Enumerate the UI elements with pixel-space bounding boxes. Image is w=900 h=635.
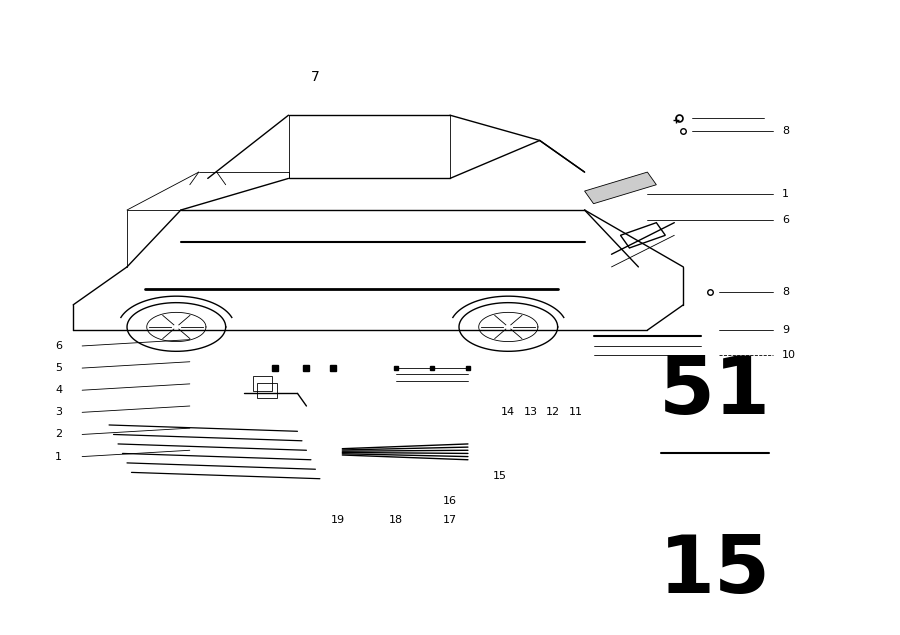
Text: 16: 16 (443, 496, 457, 506)
Text: 6: 6 (55, 341, 62, 351)
Bar (253, 377, 273, 391)
Text: 14: 14 (501, 407, 516, 417)
Text: 10: 10 (782, 351, 796, 361)
Bar (257, 383, 277, 398)
Polygon shape (585, 172, 656, 204)
Text: 2: 2 (55, 429, 62, 439)
Text: 7: 7 (310, 70, 320, 84)
Text: 15: 15 (492, 471, 507, 481)
Text: 18: 18 (389, 515, 403, 525)
Text: 3: 3 (55, 407, 62, 417)
Text: 6: 6 (782, 215, 789, 225)
Text: 13: 13 (524, 407, 538, 417)
Text: 17: 17 (443, 515, 457, 525)
Text: 19: 19 (331, 515, 345, 525)
Text: 8: 8 (782, 126, 789, 136)
Text: 11: 11 (569, 407, 582, 417)
Text: 5: 5 (55, 363, 62, 373)
Text: 1: 1 (782, 189, 789, 199)
Text: 1: 1 (55, 451, 62, 462)
Text: 8: 8 (782, 287, 789, 297)
Text: 12: 12 (546, 407, 560, 417)
Text: 4: 4 (55, 385, 62, 395)
Text: 51: 51 (659, 353, 770, 431)
Text: 9: 9 (782, 325, 789, 335)
Text: 15: 15 (659, 533, 770, 610)
